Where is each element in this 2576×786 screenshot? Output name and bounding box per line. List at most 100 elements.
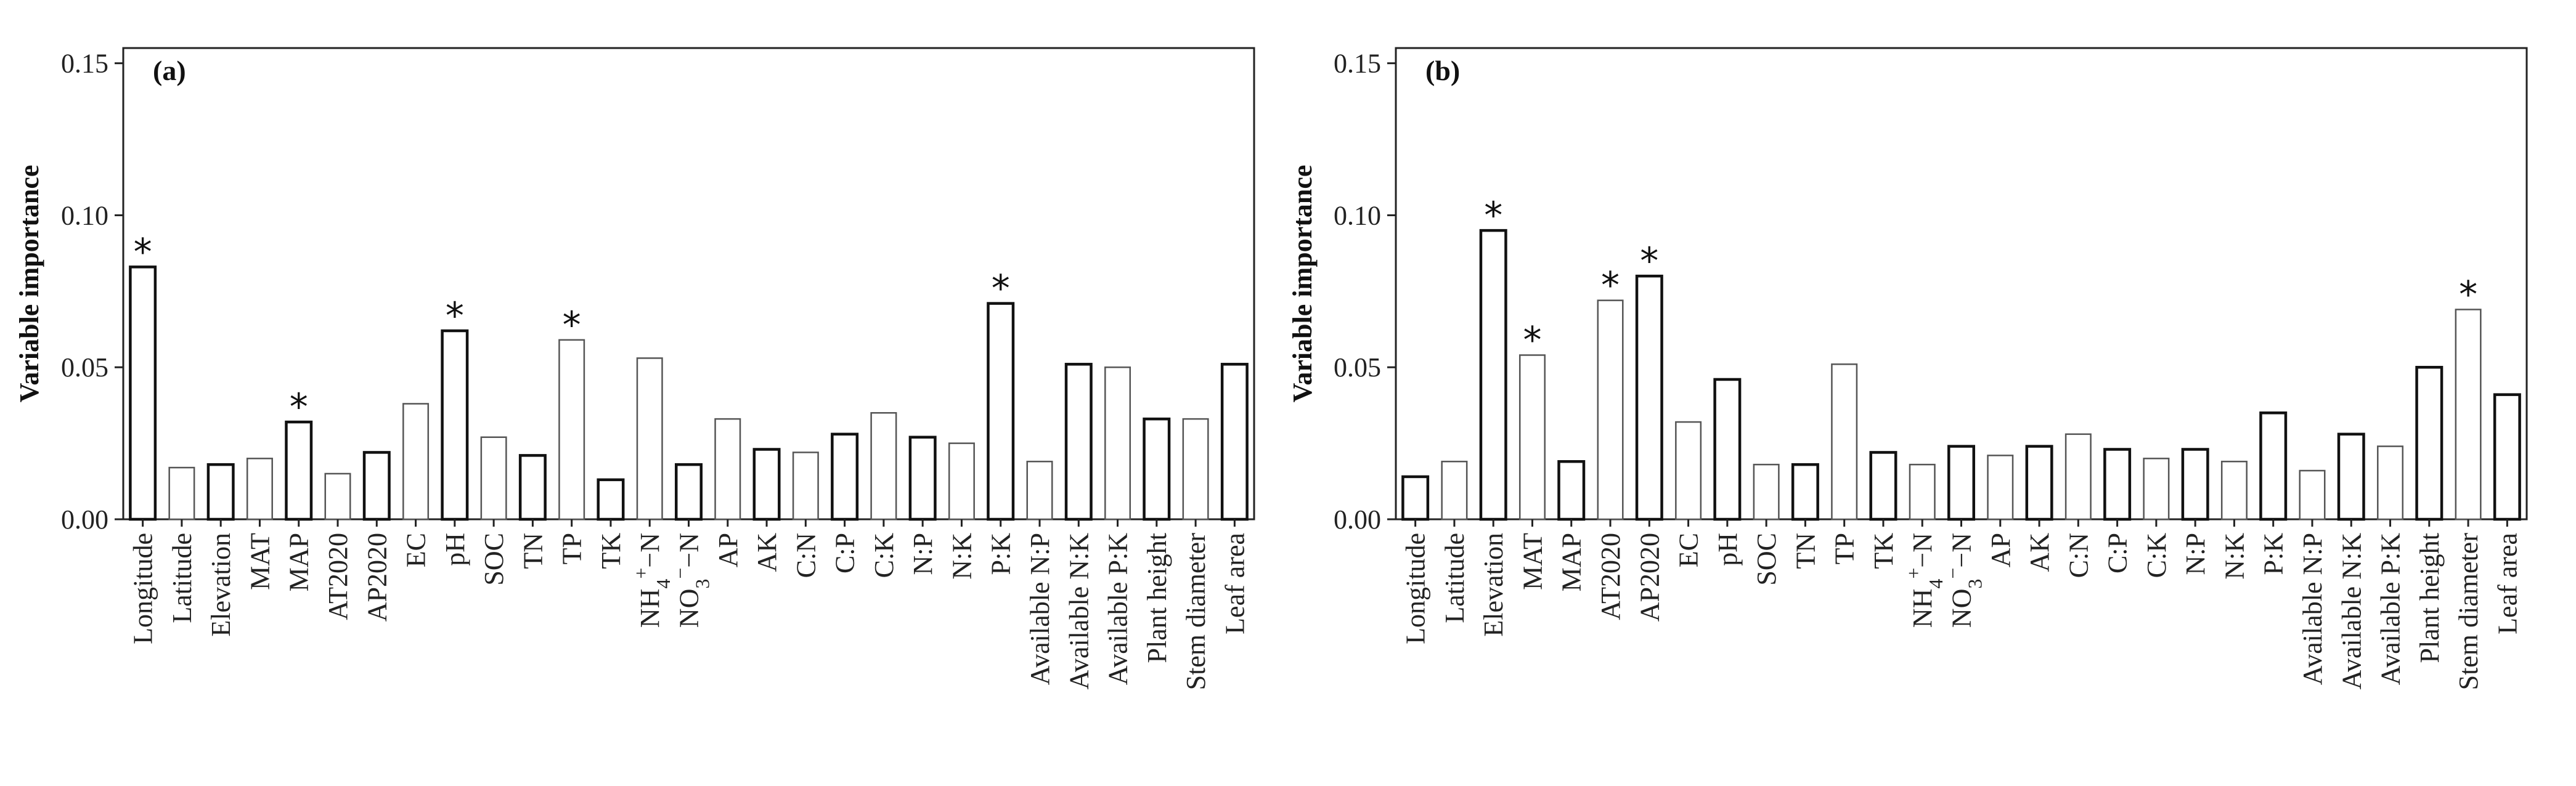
- bar: [558, 339, 585, 521]
- bar: [1441, 460, 1468, 521]
- bar: [206, 463, 235, 521]
- bar: [831, 432, 859, 521]
- bar: [1753, 463, 1780, 521]
- x-tick-label: AP2020: [362, 533, 392, 622]
- x-tick-label: SOC: [479, 533, 509, 586]
- y-tick-label: 0.05: [61, 352, 108, 383]
- bar: [324, 472, 351, 521]
- x-tick-label: Available N:P: [1025, 533, 1055, 685]
- y-tick-label: 0.05: [1334, 352, 1381, 383]
- bar: [636, 357, 663, 521]
- bar: [908, 436, 937, 521]
- x-tick-label: NO3−−N: [1942, 533, 1986, 628]
- bar: [2259, 411, 2288, 521]
- x-tick-label: AP: [1986, 533, 2016, 567]
- x-tick-label: C:K: [869, 533, 899, 578]
- bar: [1143, 417, 1171, 521]
- x-tick-label: C:P: [2103, 533, 2133, 573]
- significance-star: *: [1523, 318, 1541, 362]
- x-tick-label: MAP: [1557, 533, 1587, 591]
- significance-star: *: [992, 267, 1010, 310]
- bar: [714, 418, 741, 521]
- x-tick-label: AP: [713, 533, 743, 567]
- x-tick-label: TN: [518, 533, 548, 569]
- bar: [402, 403, 430, 521]
- bar: [1479, 229, 1507, 521]
- x-tick-label: MAP: [284, 533, 314, 591]
- x-tick-label: Available P:K: [2376, 533, 2406, 685]
- x-tick-label: N:K: [2219, 533, 2249, 580]
- x-tick-label: TK: [1869, 533, 1899, 569]
- chart-panel-b: 0.00 0.05 0.10 0.15 Variable importance (b) Lo…: [1287, 47, 2528, 691]
- x-tick-label: Plant height: [1142, 533, 1172, 663]
- x-tick-label: C:P: [830, 533, 860, 573]
- x-tick-label: TK: [596, 533, 626, 569]
- bar: [2455, 309, 2482, 521]
- y-tick-label: 0.15: [61, 49, 108, 79]
- significance-star: *: [563, 304, 581, 347]
- bar: [1791, 463, 1819, 521]
- bar: [518, 454, 547, 521]
- bar: [441, 329, 469, 521]
- bar: [675, 463, 703, 521]
- y-tick-label: 0.00: [61, 504, 108, 535]
- significance-star: *: [1484, 194, 1502, 237]
- bar: [1557, 460, 1586, 521]
- x-tick-label: AT2020: [1596, 533, 1626, 620]
- x-tick-label: N:P: [908, 533, 938, 575]
- x-tick-label: Available N:K: [1064, 533, 1094, 690]
- bar: [1220, 363, 1249, 521]
- x-tick-label: Plant height: [2415, 533, 2445, 663]
- x-tick-label: AK: [2024, 533, 2055, 572]
- x-tick-label: MAT: [1517, 533, 1547, 590]
- bar: [285, 420, 313, 521]
- x-tick-label: Latitude: [1440, 533, 1470, 623]
- bar: [2181, 448, 2209, 521]
- x-tick-label: EC: [401, 533, 431, 567]
- chart-panel-a: 0.00 0.05 0.10 0.15 Variable importance (a) Lo…: [14, 47, 1255, 691]
- x-tick-label: Leaf area: [1220, 533, 1250, 634]
- x-tick-label: SOC: [1751, 533, 1782, 586]
- bar: [1635, 274, 1663, 521]
- bar: [1026, 460, 1053, 521]
- x-tick-label: Latitude: [167, 533, 197, 623]
- bar: [1987, 455, 2014, 521]
- y-axis-label: Variable importance: [1287, 165, 1318, 403]
- y-tick-label: 0.10: [1334, 200, 1381, 230]
- x-tick-label: Longitude: [1401, 533, 1431, 644]
- x-tick-label: NH4+−N: [1902, 533, 1947, 628]
- x-tick-label: C:K: [2142, 533, 2172, 578]
- x-tick-label: Elevation: [1478, 533, 1509, 637]
- x-tick-label: C:N: [2063, 533, 2093, 578]
- bar: [480, 436, 507, 521]
- x-tick-label: P:K: [986, 533, 1016, 575]
- bar: [362, 451, 391, 521]
- bar: [2064, 433, 2092, 521]
- x-tick-label: C:N: [791, 533, 821, 578]
- bar: [2337, 432, 2365, 521]
- bar: [987, 302, 1015, 521]
- bar: [129, 265, 157, 521]
- x-tick-label: Stem diameter: [2453, 533, 2484, 691]
- x-tick-label: Stem diameter: [1181, 533, 1211, 691]
- x-tick-label: AK: [752, 533, 782, 572]
- x-tick-label: N:P: [2180, 533, 2211, 575]
- bar: [870, 412, 897, 521]
- x-tick-label: P:K: [2259, 533, 2289, 575]
- x-tick-label: Leaf area: [2492, 533, 2522, 634]
- bar: [1869, 451, 1897, 521]
- bar: [1947, 445, 1975, 521]
- x-tick-label: Available N:K: [2336, 533, 2366, 690]
- bar: [1104, 366, 1131, 521]
- y-axis-label: Variable importance: [14, 165, 44, 403]
- x-tick-label: EC: [1674, 533, 1704, 567]
- bar: [948, 442, 975, 521]
- x-tick-label: TP: [1830, 533, 1860, 564]
- x-tick-label: NH4+−N: [630, 533, 674, 628]
- x-tick-label: Elevation: [206, 533, 236, 637]
- bar: [752, 448, 781, 521]
- bar: [2143, 458, 2170, 521]
- panel-label: (b): [1425, 55, 1460, 86]
- significance-star: *: [134, 230, 152, 273]
